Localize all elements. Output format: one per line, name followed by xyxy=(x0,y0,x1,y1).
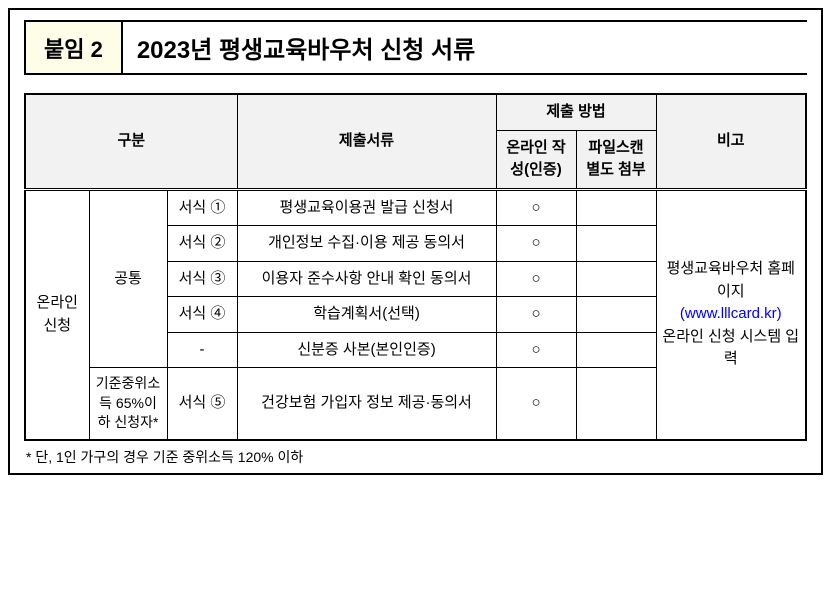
note-text-2: 온라인 신청 시스템 입력 xyxy=(662,328,799,368)
header-method: 제출 방법 xyxy=(496,94,656,130)
form-label: 서식 ④ xyxy=(167,297,237,333)
cat2-common: 공통 xyxy=(89,189,167,368)
header-method-online: 온라인 작성(인증) xyxy=(496,130,576,189)
documents-table: 구분 제출서류 제출 방법 비고 온라인 작성(인증) 파일스캔 별도 첨부 온… xyxy=(24,93,807,441)
attachment-badge: 붙임 2 xyxy=(24,20,123,75)
doc-name: 신분증 사본(본인인증) xyxy=(237,332,496,368)
title-row: 붙임 2 2023년 평생교육바우처 신청 서류 xyxy=(24,20,807,75)
doc-name: 평생교육이용권 발급 신청서 xyxy=(237,189,496,226)
doc-name: 학습계획서(선택) xyxy=(237,297,496,333)
note-cell: 평생교육바우처 홈페이지 (www.lllcard.kr) 온라인 신청 시스템… xyxy=(656,189,806,440)
note-link[interactable]: (www.lllcard.kr) xyxy=(680,305,782,322)
check-file xyxy=(576,261,656,297)
form-label: 서식 ⑤ xyxy=(167,368,237,440)
check-online: ○ xyxy=(496,226,576,262)
form-label: 서식 ② xyxy=(167,226,237,262)
check-file xyxy=(576,332,656,368)
cat1-online: 온라인 신청 xyxy=(25,189,89,440)
check-online: ○ xyxy=(496,368,576,440)
check-online: ○ xyxy=(496,261,576,297)
cat2-income: 기준중위소득 65%이하 신청자* xyxy=(89,368,167,440)
header-method-file: 파일스캔 별도 첨부 xyxy=(576,130,656,189)
check-file xyxy=(576,368,656,440)
form-label: 서식 ① xyxy=(167,189,237,226)
header-category: 구분 xyxy=(25,94,237,189)
doc-name: 개인정보 수집·이용 제공 동의서 xyxy=(237,226,496,262)
header-docs: 제출서류 xyxy=(237,94,496,189)
doc-name: 이용자 준수사항 안내 확인 동의서 xyxy=(237,261,496,297)
check-file xyxy=(576,189,656,226)
check-online: ○ xyxy=(496,297,576,333)
check-file xyxy=(576,226,656,262)
check-online: ○ xyxy=(496,189,576,226)
check-file xyxy=(576,297,656,333)
form-label: 서식 ③ xyxy=(167,261,237,297)
document-title: 2023년 평생교육바우처 신청 서류 xyxy=(123,20,807,75)
doc-name: 건강보험 가입자 정보 제공·동의서 xyxy=(237,368,496,440)
check-online: ○ xyxy=(496,332,576,368)
form-label: - xyxy=(167,332,237,368)
header-note: 비고 xyxy=(656,94,806,189)
footnote: * 단, 1인 가구의 경우 기준 중위소득 120% 이하 xyxy=(24,441,807,467)
note-text-1: 평생교육바우처 홈페이지 xyxy=(667,260,795,300)
document-frame: 붙임 2 2023년 평생교육바우처 신청 서류 구분 제출서류 제출 방법 비… xyxy=(8,8,823,475)
